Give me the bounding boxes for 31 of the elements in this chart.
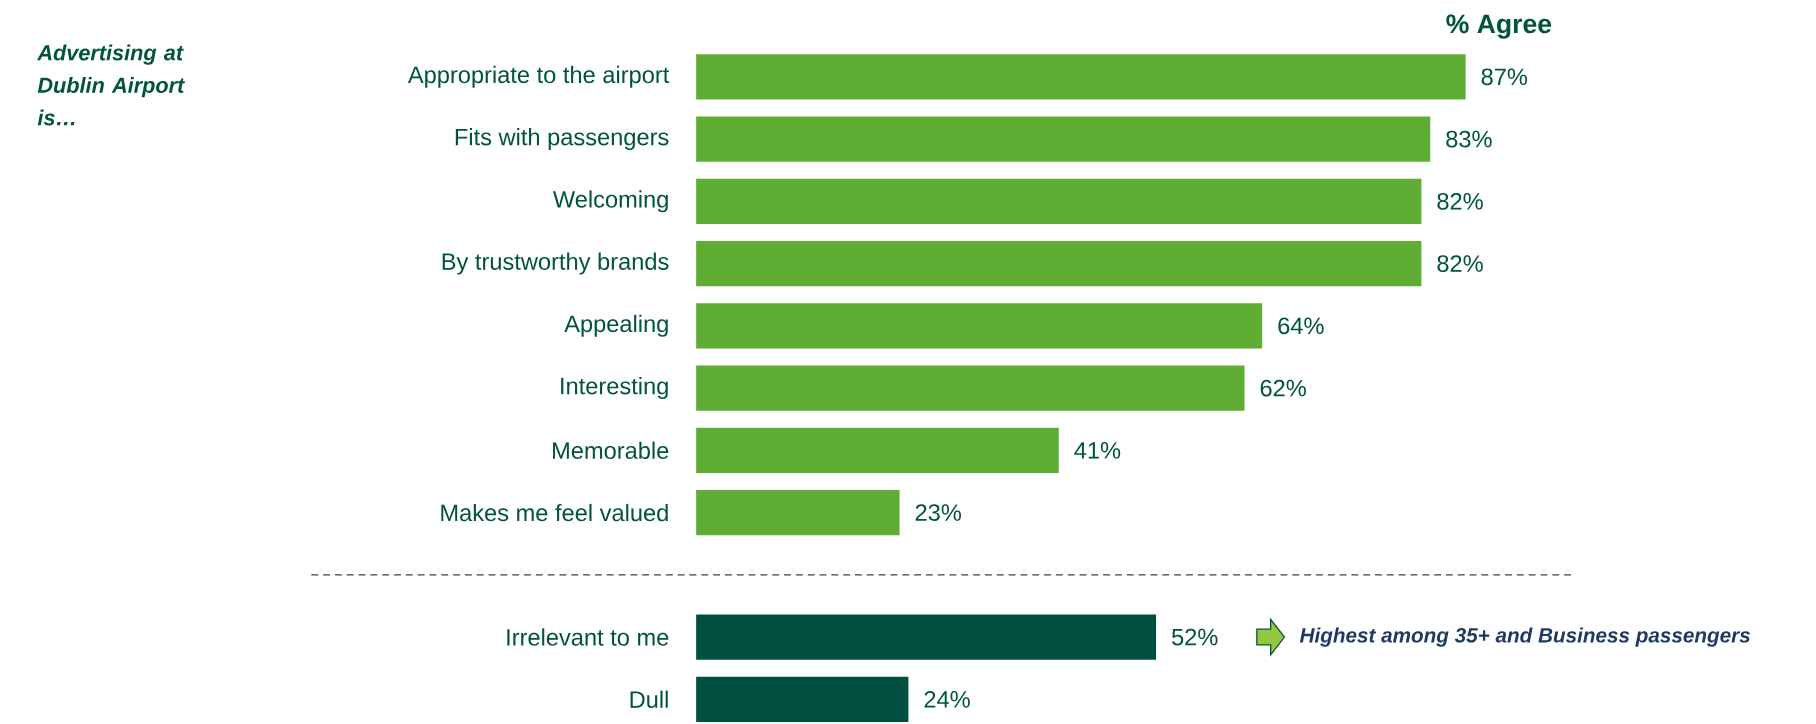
- data-label: 62%: [1260, 379, 1306, 397]
- chart-title: % Agree: [1446, 14, 1552, 39]
- y-tick-label: Welcoming: [552, 190, 668, 213]
- bar: [696, 54, 1466, 100]
- data-label: 83%: [1446, 130, 1492, 148]
- bar: [696, 489, 900, 536]
- data-label: 52%: [1171, 628, 1218, 646]
- annotation: Highest among 35+ and Business passengers: [1299, 627, 1750, 647]
- data-label: 23%: [915, 504, 961, 521]
- y-tick-label: Interesting: [561, 377, 668, 400]
- data-label: 87%: [1481, 68, 1528, 86]
- text: Advertising at Dublin Airport is…: [36, 44, 185, 126]
- bar: [696, 178, 1422, 225]
- y-tick-label: Makes me feel valued: [441, 503, 668, 522]
- data-label: 82%: [1437, 255, 1483, 272]
- bar: [696, 427, 1059, 473]
- y-tick-label: Fits with passengers: [455, 128, 669, 151]
- y-tick-label: By trustworthy brands: [442, 252, 669, 275]
- bar: [696, 365, 1245, 411]
- data-label: 82%: [1437, 192, 1483, 210]
- y-tick-label: Dull: [630, 690, 668, 709]
- data-label: 64%: [1278, 317, 1324, 335]
- bar: [696, 240, 1422, 287]
- y-tick-label: Appealing: [564, 314, 668, 337]
- bar: [696, 303, 1263, 349]
- data-label: 24%: [924, 691, 970, 708]
- y-tick-label: Irrelevant to me: [507, 628, 669, 646]
- y-tick-label: Memorable: [553, 441, 669, 460]
- y-tick-label: Appropriate to the airport: [407, 65, 670, 88]
- data-label: 41%: [1074, 442, 1121, 459]
- bar: [696, 116, 1431, 162]
